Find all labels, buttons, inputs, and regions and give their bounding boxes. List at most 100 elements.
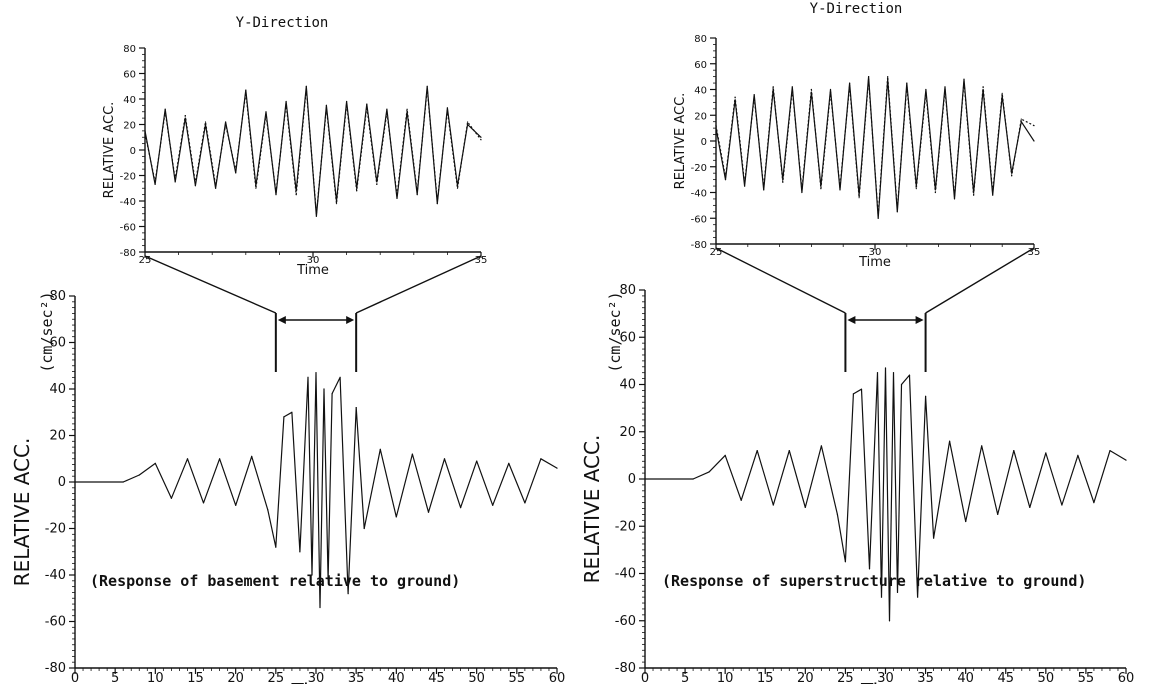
- x-tick-label: 45: [997, 671, 1014, 684]
- data-point: [953, 195, 956, 197]
- data-point: [480, 139, 482, 141]
- x-tick-label: 30: [308, 671, 325, 684]
- data-point: [896, 211, 898, 213]
- data-point: [868, 568, 871, 570]
- data-point: [315, 372, 317, 374]
- y-tick-label: 60: [123, 70, 136, 81]
- data-point: [829, 88, 832, 91]
- data-point: [335, 203, 338, 205]
- data-point: [265, 111, 267, 113]
- data-point: [917, 596, 919, 598]
- data-point: [416, 191, 418, 193]
- data-point: [1029, 506, 1031, 508]
- data-point: [219, 458, 221, 460]
- data-point: [1011, 175, 1013, 177]
- y-tick-label: 0: [58, 475, 66, 490]
- data-point: [395, 516, 397, 518]
- data-point: [724, 176, 727, 178]
- y-tick-label: -40: [615, 567, 636, 582]
- data-point: [285, 103, 287, 105]
- data-point: [416, 194, 418, 196]
- data-point: [355, 407, 357, 409]
- y-axis-unit: (cm/sec²): [38, 291, 56, 372]
- data-point: [876, 372, 879, 374]
- y-tick-label: 40: [123, 95, 136, 106]
- data-point: [829, 91, 832, 93]
- x-tick-label: 35: [1028, 247, 1041, 258]
- x-tick-label: 0: [71, 671, 79, 684]
- data-point: [708, 471, 710, 473]
- data-point: [508, 462, 510, 464]
- data-point: [460, 507, 462, 509]
- data-point: [291, 411, 293, 413]
- data-point: [265, 113, 267, 115]
- y-tick-label: 80: [49, 289, 66, 304]
- data-point: [963, 81, 965, 83]
- data-point: [868, 78, 870, 80]
- data-point: [339, 376, 341, 378]
- data-point: [170, 497, 172, 499]
- data-point: [356, 190, 358, 192]
- x-tick-label: 25: [837, 671, 854, 684]
- y-tick-label: -20: [45, 522, 66, 537]
- data-point: [386, 111, 388, 113]
- y-tick-label: -60: [691, 214, 707, 225]
- data-point: [836, 513, 839, 516]
- data-point: [788, 450, 790, 452]
- data-point: [892, 372, 895, 374]
- data-point: [839, 186, 841, 188]
- y-axis-unit: (cm/sec²): [606, 291, 624, 372]
- y-tick-label: 60: [49, 336, 66, 351]
- data-point: [275, 546, 277, 548]
- y-tick-label: 0: [130, 146, 136, 157]
- x-tick-label: 60: [1118, 671, 1135, 684]
- x-tick-label: 15: [757, 671, 774, 684]
- data-point: [1020, 118, 1022, 120]
- data-point: [772, 86, 774, 88]
- data-point: [756, 450, 758, 452]
- data-point: [965, 520, 967, 523]
- data-point: [245, 89, 247, 91]
- data-point: [925, 91, 927, 93]
- data-point: [734, 96, 736, 98]
- x-tick-label: 5: [681, 671, 689, 684]
- data-point: [1045, 452, 1047, 454]
- data-point: [396, 197, 398, 199]
- data-point: [692, 478, 694, 480]
- y-tick-label: -20: [691, 163, 707, 174]
- data-point: [744, 185, 746, 187]
- data-point: [376, 183, 378, 185]
- y-tick-label: 20: [619, 425, 636, 440]
- data-point: [724, 179, 727, 181]
- data-point: [396, 195, 398, 197]
- data-point: [327, 579, 329, 581]
- data-point: [906, 85, 908, 87]
- data-point: [884, 367, 887, 369]
- data-point: [315, 215, 317, 217]
- x-axis-title: Time: [296, 263, 329, 278]
- data-point: [772, 504, 774, 506]
- y-tick-label: -80: [691, 240, 707, 251]
- data-point: [1033, 125, 1035, 127]
- data-point: [925, 395, 927, 397]
- data-point: [307, 376, 309, 378]
- data-point: [74, 481, 76, 483]
- x-tick-label: 20: [797, 671, 814, 684]
- data-point: [724, 454, 726, 456]
- data-point: [492, 504, 494, 506]
- data-point: [406, 108, 408, 110]
- x-tick-label: 30: [877, 671, 894, 684]
- data-point: [715, 127, 717, 129]
- y-tick-label: 40: [49, 382, 66, 397]
- x-tick-label: 35: [475, 255, 488, 266]
- data-point: [315, 213, 317, 215]
- series-line-solid: [715, 75, 1035, 219]
- data-point: [849, 85, 851, 87]
- data-point: [379, 448, 381, 450]
- data-point: [982, 86, 984, 88]
- data-point: [763, 189, 765, 191]
- data-point: [791, 88, 793, 91]
- x-tick-label: 25: [710, 247, 723, 258]
- data-point: [791, 86, 793, 88]
- x-tick-label: 35: [917, 671, 934, 684]
